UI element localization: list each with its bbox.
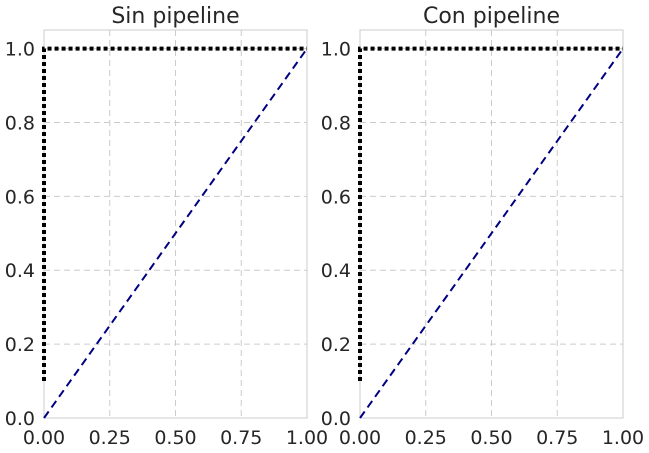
x-tick-label: 1.00 (602, 427, 644, 449)
y-tick-label: 0.6 (5, 186, 35, 208)
y-tick-label: 0.8 (321, 112, 351, 134)
y-tick-label: 0.4 (321, 260, 351, 282)
y-tick-label: 0.2 (321, 334, 351, 356)
x-tick-label: 0.75 (220, 427, 262, 449)
dotted-series-line (358, 46, 623, 382)
y-tick-label: 0.6 (321, 186, 351, 208)
chart-title: Sin pipeline (111, 4, 239, 29)
y-tick-label: 0.2 (5, 334, 35, 356)
x-tick-label: 0.25 (89, 427, 131, 449)
x-tick-label: 0.00 (23, 427, 65, 449)
chart-panel-1: Sin pipeline 0.00 0.25 0.50 0.75 1.00 0.0 0.2 0.… (5, 4, 328, 449)
y-tick-label: 0.0 (321, 408, 351, 430)
x-tick-label: 1.00 (286, 427, 328, 449)
y-tick-label: 0.8 (5, 112, 35, 134)
y-tick-label: 0.4 (5, 260, 35, 282)
dashed-series-line (359, 48, 624, 419)
x-tick-label: 0.00 (339, 427, 381, 449)
y-tick-label: 1.0 (5, 39, 35, 61)
x-tick-label: 0.50 (154, 427, 196, 449)
chart-panel-2: Con pipeline 0.00 0.25 0.50 0.75 1.00 0.0 0.2 0.… (321, 4, 644, 449)
x-tick-label: 0.75 (536, 427, 578, 449)
chart-title: Con pipeline (423, 4, 560, 29)
y-tick-label: 0.0 (5, 408, 35, 430)
dotted-series-line (42, 46, 307, 382)
x-tick-label: 0.50 (470, 427, 512, 449)
y-tick-label: 1.0 (321, 39, 351, 61)
dashed-series-line (43, 48, 308, 419)
x-tick-label: 0.25 (405, 427, 447, 449)
